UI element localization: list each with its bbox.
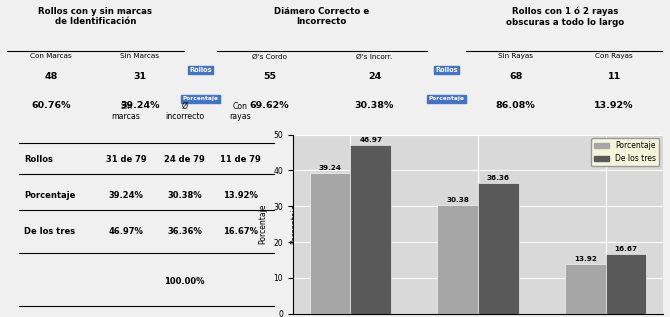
Text: 31: 31: [133, 73, 146, 81]
Text: Rollos: Rollos: [436, 67, 458, 73]
Text: 46.97: 46.97: [359, 137, 383, 143]
Text: Sin
marcas: Sin marcas: [112, 102, 141, 121]
Bar: [350, 146, 391, 314]
Text: Sin Marcas: Sin Marcas: [120, 53, 159, 59]
Legend: Porcentaje, De los tres: Porcentaje, De los tres: [591, 139, 659, 166]
Text: 24 de 79: 24 de 79: [164, 155, 205, 164]
Text: Porcentaje: Porcentaje: [182, 96, 218, 101]
Text: 68: 68: [509, 73, 522, 81]
Text: 24: 24: [368, 73, 381, 81]
Text: Ø's Cordo: Ø's Cordo: [252, 53, 287, 59]
Text: Rollos: Rollos: [25, 155, 54, 164]
Text: Con Rayas: Con Rayas: [595, 53, 633, 59]
Text: 60.76%: 60.76%: [31, 101, 71, 110]
Text: 100.00%: 100.00%: [164, 277, 205, 286]
Text: Porcentaje: Porcentaje: [290, 204, 299, 244]
Bar: [565, 264, 606, 314]
Text: De los tres: De los tres: [25, 227, 76, 236]
Text: 16.67%: 16.67%: [223, 227, 258, 236]
Text: 11 de 79: 11 de 79: [220, 155, 261, 164]
Text: 36.36%: 36.36%: [167, 227, 202, 236]
Text: Sin Rayas: Sin Rayas: [498, 53, 533, 59]
Text: 13.92%: 13.92%: [594, 101, 634, 110]
Bar: [478, 184, 519, 314]
Text: Diámero Correcto e
Incorrecto: Diámero Correcto e Incorrecto: [274, 7, 369, 26]
Text: 55: 55: [263, 73, 276, 81]
Text: 39.24: 39.24: [318, 165, 342, 171]
Text: 30.38: 30.38: [446, 197, 469, 203]
Text: Rollos con 1 ó 2 rayas
obscuras a todo lo largo: Rollos con 1 ó 2 rayas obscuras a todo l…: [506, 7, 624, 27]
Bar: [310, 173, 350, 314]
Bar: [438, 205, 478, 314]
Text: Porcentaje: Porcentaje: [25, 191, 76, 200]
Text: Rollos con y sin marcas
de Identificación: Rollos con y sin marcas de Identificació…: [38, 7, 152, 26]
Text: Ø's Incorr.: Ø's Incorr.: [356, 53, 393, 59]
Text: 16.67: 16.67: [614, 246, 638, 252]
Text: Porcentaje: Porcentaje: [429, 96, 464, 101]
Text: 30.38%: 30.38%: [168, 191, 202, 200]
Text: 48: 48: [44, 73, 58, 81]
Text: Rollos: Rollos: [189, 67, 212, 73]
Text: 69.62%: 69.62%: [249, 101, 289, 110]
Text: Ø
incorrecto: Ø incorrecto: [165, 102, 204, 121]
Text: 13.92: 13.92: [574, 256, 597, 262]
Text: 31 de 79: 31 de 79: [106, 155, 147, 164]
Text: 11: 11: [608, 73, 620, 81]
Text: 46.97%: 46.97%: [109, 227, 143, 236]
Text: 36.36: 36.36: [487, 175, 510, 181]
Text: Con
rayas: Con rayas: [230, 102, 251, 121]
Text: 39.24%: 39.24%: [109, 191, 143, 200]
Text: Con Marcas: Con Marcas: [30, 53, 72, 59]
Text: 86.08%: 86.08%: [496, 101, 535, 110]
Text: 39.24%: 39.24%: [120, 101, 159, 110]
Bar: [606, 254, 647, 314]
Y-axis label: Porcentaje: Porcentaje: [259, 204, 268, 244]
Text: 13.92%: 13.92%: [223, 191, 258, 200]
Text: 30.38%: 30.38%: [354, 101, 394, 110]
